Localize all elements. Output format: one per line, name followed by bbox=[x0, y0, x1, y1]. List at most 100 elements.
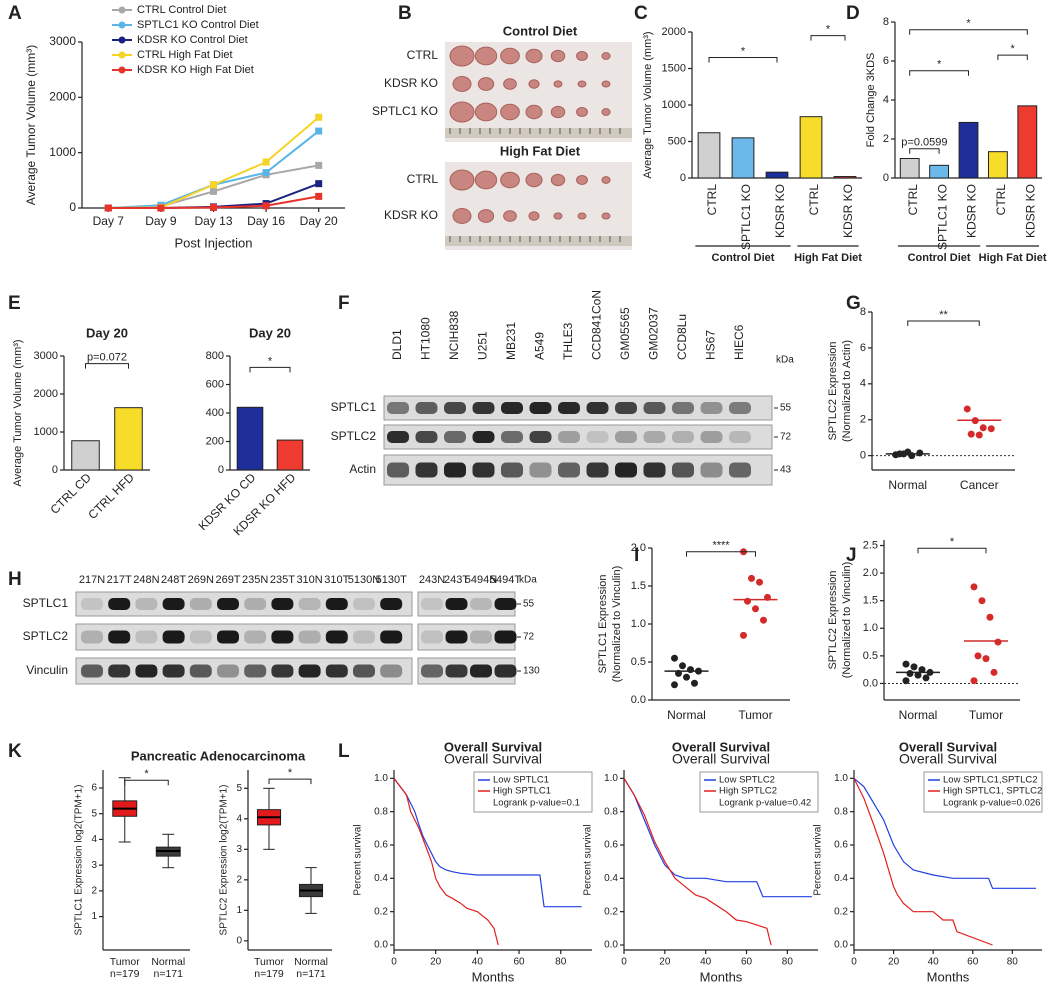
lane-label: 310N bbox=[296, 574, 322, 586]
lane-label: GM05565 bbox=[618, 307, 632, 360]
lane-label: 248N bbox=[133, 574, 159, 586]
tumor bbox=[553, 80, 563, 88]
lane-label: CCD841CoN bbox=[590, 290, 604, 360]
y-tick-label: 0.2 bbox=[834, 906, 848, 917]
band bbox=[470, 664, 492, 678]
group-label: Control Diet bbox=[908, 252, 971, 264]
band bbox=[162, 598, 185, 610]
y-tick-label: 2 bbox=[860, 414, 866, 426]
x-tick-label: 20 bbox=[430, 957, 442, 968]
y-tick-label: 0.4 bbox=[374, 873, 388, 884]
lane-label: NCIH838 bbox=[447, 310, 461, 360]
sig-label: p=0.072 bbox=[87, 352, 127, 364]
sig-label: * bbox=[1010, 43, 1015, 55]
group-label: High Fat Diet bbox=[794, 252, 862, 264]
marker-label: 55 bbox=[780, 403, 792, 414]
band bbox=[189, 630, 212, 644]
tumor bbox=[528, 211, 540, 221]
y-tick-label: 3000 bbox=[49, 34, 76, 48]
band bbox=[615, 402, 637, 414]
sig-label: * bbox=[144, 768, 149, 780]
x-tick-label: SPTLC1 KO bbox=[935, 184, 949, 250]
y-tick-label: 400 bbox=[206, 407, 224, 419]
tumor bbox=[474, 170, 498, 190]
legend-marker bbox=[118, 21, 126, 29]
sig-label: ** bbox=[939, 309, 948, 321]
y-tick-label: 6 bbox=[91, 783, 97, 794]
panel-letter: D bbox=[846, 3, 860, 24]
lane-label: HIEC6 bbox=[732, 324, 746, 360]
lane-label: 235N bbox=[242, 574, 268, 586]
band bbox=[81, 630, 103, 644]
y-axis-label: (Normalized to Actin) bbox=[841, 340, 853, 442]
band bbox=[444, 431, 466, 443]
band bbox=[380, 630, 403, 644]
panel-letter: C bbox=[634, 3, 648, 24]
legend-label: High SPTLC1 bbox=[493, 786, 551, 797]
y-axis-label: Average Tumor Volume (mm³) bbox=[12, 339, 24, 486]
legend-marker bbox=[118, 51, 126, 59]
y-tick-label: 0.0 bbox=[631, 694, 646, 706]
band bbox=[472, 462, 495, 478]
point bbox=[262, 169, 270, 177]
y-tick-label: 1.0 bbox=[834, 773, 848, 784]
tumor bbox=[452, 208, 472, 224]
point bbox=[986, 613, 994, 621]
lane-label: 5494T bbox=[490, 574, 521, 586]
band bbox=[643, 431, 666, 443]
y-tick-label: 0.8 bbox=[374, 806, 388, 817]
y-axis-label: Average Tumor Volume (mm³) bbox=[24, 45, 38, 206]
band bbox=[672, 402, 694, 414]
y-axis-label: Percent survival bbox=[813, 824, 824, 895]
x-axis-label: Months bbox=[927, 969, 970, 984]
band bbox=[380, 598, 403, 610]
panel-letter: K bbox=[8, 741, 22, 762]
survival-curve bbox=[623, 778, 772, 946]
y-tick-label: 4 bbox=[883, 94, 889, 106]
x-tick-label: 60 bbox=[967, 957, 979, 968]
y-tick-label: 1000 bbox=[34, 426, 58, 438]
lane-label: CCD8Lu bbox=[675, 314, 689, 360]
point bbox=[902, 677, 910, 685]
point bbox=[760, 616, 767, 624]
tumor bbox=[601, 80, 611, 88]
sig-bracket bbox=[124, 779, 169, 786]
p-value: Logrank p-value=0.1 bbox=[493, 798, 580, 809]
band bbox=[558, 402, 580, 414]
point bbox=[315, 192, 323, 200]
y-tick-label: 500 bbox=[668, 135, 686, 147]
band bbox=[586, 431, 609, 443]
lane-label: 217T bbox=[107, 574, 132, 586]
x-tick-label: 80 bbox=[555, 957, 567, 968]
tumor bbox=[477, 209, 495, 223]
y-tick-label: 0 bbox=[69, 200, 76, 214]
bar bbox=[899, 158, 920, 179]
band bbox=[470, 630, 492, 644]
y-tick-label: 0.5 bbox=[631, 656, 646, 668]
marker-label: 72 bbox=[523, 632, 535, 643]
point bbox=[752, 605, 759, 613]
y-axis-label: Average Tumor Volume (mm³) bbox=[642, 31, 654, 178]
y-axis-label: (Normalized to Vinculin) bbox=[611, 566, 623, 683]
band bbox=[217, 664, 239, 678]
band bbox=[643, 402, 666, 414]
band bbox=[162, 630, 185, 644]
point bbox=[914, 671, 922, 679]
survival-curve bbox=[393, 777, 499, 946]
chart-title: Pancreatic Adenocarcinoma bbox=[131, 748, 306, 763]
point bbox=[315, 127, 323, 135]
chart-title: Overall Survival bbox=[444, 739, 542, 754]
tumor bbox=[601, 212, 611, 220]
x-tick-label: 60 bbox=[741, 957, 753, 968]
legend-marker bbox=[118, 66, 126, 74]
blot-row-label: Vinculin bbox=[26, 663, 68, 677]
point bbox=[744, 597, 751, 605]
y-tick-label: 600 bbox=[206, 378, 224, 390]
band bbox=[81, 664, 103, 678]
point bbox=[671, 654, 678, 662]
point bbox=[906, 670, 914, 678]
sig-bracket bbox=[909, 70, 969, 76]
x-tick-label: KDSR KO bbox=[773, 184, 787, 238]
band bbox=[700, 402, 723, 414]
x-tick-label: 40 bbox=[472, 957, 484, 968]
